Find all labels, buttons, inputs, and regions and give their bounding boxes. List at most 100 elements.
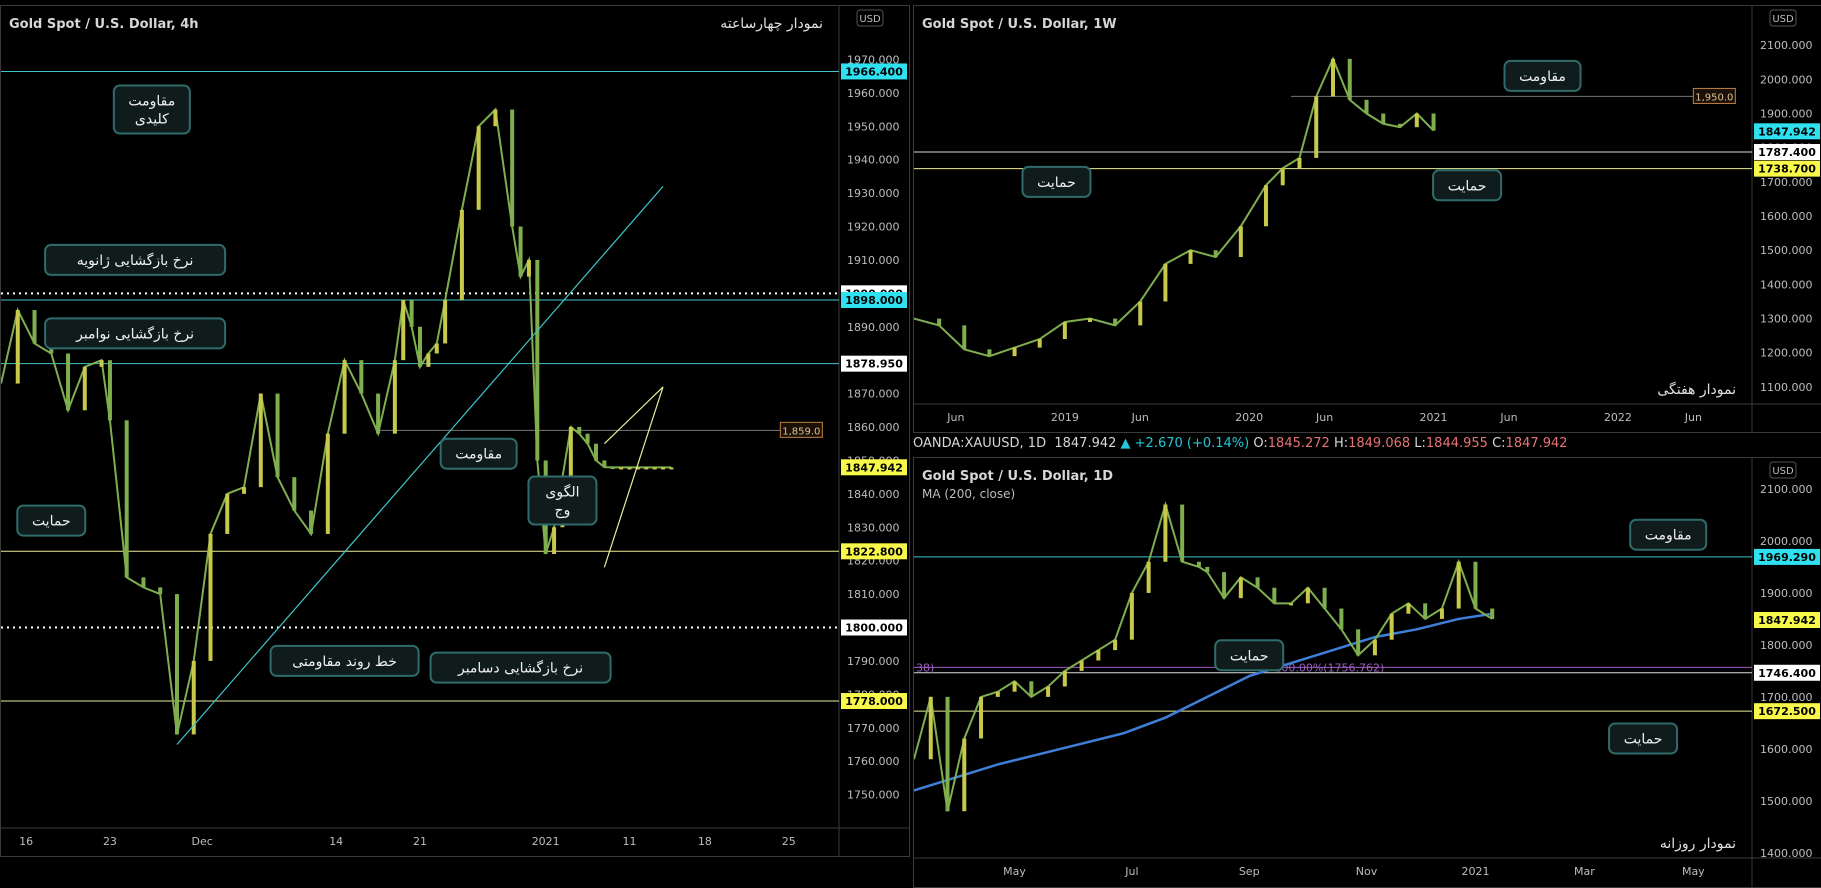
annotation-callout: [112, 84, 191, 135]
price-line: [914, 501, 1493, 812]
candle: [158, 587, 163, 595]
x-tick-label: Jun: [1499, 411, 1517, 424]
x-tick-label: 2019: [1051, 411, 1079, 424]
price-flag-label: 1,950.0: [1695, 92, 1733, 103]
candle: [552, 527, 557, 554]
annotation-text: کلیدی: [135, 112, 169, 128]
annotation-callout: [439, 437, 518, 470]
price-badge: [1754, 703, 1820, 720]
price-line: [1, 107, 672, 735]
candle: [426, 353, 431, 367]
candle: [1146, 561, 1151, 593]
candle: [66, 353, 71, 411]
price-badge-label: 1898.000: [845, 294, 903, 307]
chart-panel-1w[interactable]: 2100.0002000.0001900.0001800.0001700.000…: [913, 5, 1821, 433]
currency-badge: [1769, 9, 1797, 27]
annotation-callout: [1214, 639, 1285, 672]
chart-panel-4h[interactable]: 1970.000 1960.000 1950.000 1940.000 1930.000…: [0, 5, 910, 857]
price-badge-label: 1672.500: [1758, 705, 1816, 718]
x-tick-label: Dec: [191, 835, 212, 848]
currency-label: USD: [1772, 466, 1794, 477]
y-tick-label: 1790.000: [847, 655, 900, 668]
candle: [1439, 608, 1444, 619]
candle: [669, 467, 674, 470]
candle: [1188, 250, 1193, 264]
annotation-text: نرخ بازگشایی ژانویه: [77, 252, 194, 269]
x-tick-label: 16: [19, 835, 33, 848]
x-tick-label: 25: [782, 835, 796, 848]
candle: [518, 226, 523, 277]
y-tick-label: 1940.000: [847, 154, 900, 167]
candle: [962, 738, 967, 812]
y-tick-label: 1500.000: [1760, 244, 1813, 257]
chart-panel-1d[interactable]: 2100.000 2000.000 1900.000 1800.000 1700.000…: [913, 457, 1821, 888]
candle: [1129, 592, 1134, 640]
close-label: C:: [1492, 436, 1506, 451]
candle: [1356, 629, 1361, 656]
currency-badge: [1769, 461, 1797, 479]
x-tick-label: Nov: [1356, 865, 1378, 878]
annotation-callout: [269, 644, 420, 677]
y-tick-label: 1500.000: [1760, 795, 1813, 808]
y-tick-label: 1910.000: [847, 254, 900, 267]
candle: [593, 443, 598, 461]
y-tick-label: 1800.000: [1760, 639, 1813, 652]
price-badge: [1754, 123, 1820, 140]
x-tick-label: 14: [329, 835, 343, 848]
candle: [32, 310, 37, 344]
y-tick-label: 1860.000: [847, 421, 900, 434]
candle: [459, 209, 464, 301]
chart-title: Gold Spot / U.S. Dollar, 1W: [922, 17, 1117, 32]
candle: [1322, 587, 1327, 609]
chart-1d-svg[interactable]: 2100.000 2000.000 1900.000 1800.000 1700.000…: [914, 458, 1821, 887]
x-tick-label: 2021: [1420, 411, 1448, 424]
x-tick-label: 18: [698, 835, 712, 848]
trendline: [176, 186, 664, 745]
candle: [619, 467, 624, 470]
wedge-line: [603, 386, 664, 445]
candle: [258, 393, 263, 488]
annotation-text: نرخ بازگشایی نوامبر: [75, 325, 194, 342]
chart-1w-svg[interactable]: 2100.0002000.0001900.0001800.0001700.000…: [914, 6, 1821, 432]
candle: [585, 433, 590, 444]
currency-label: USD: [1772, 14, 1794, 25]
candle: [610, 467, 615, 470]
annotation-callout: [1503, 59, 1582, 92]
y-tick-label: 1900.000: [1760, 108, 1813, 121]
chart-4h-svg[interactable]: 1970.000 1960.000 1950.000 1940.000 1930.000…: [1, 6, 909, 856]
price-badge-label: 1738.700: [1758, 163, 1816, 176]
y-tick-label: 1930.000: [847, 187, 900, 200]
candle: [987, 349, 992, 357]
annotation-callout: [1608, 722, 1679, 755]
candle: [434, 343, 439, 354]
candle: [1213, 250, 1218, 258]
candle: [937, 318, 942, 326]
candle: [409, 300, 414, 327]
price-badge: [841, 292, 907, 309]
y-tick-label: 1300.000: [1760, 313, 1813, 326]
y-tick-label: 1200.000: [1760, 347, 1813, 360]
price-flag: [1692, 87, 1736, 104]
candle: [535, 259, 540, 461]
chart-subtitle: نمودار روزانه: [1660, 836, 1736, 852]
currency-label: USD: [859, 14, 881, 25]
candle: [568, 427, 573, 478]
candle: [493, 109, 498, 127]
annotation-text: مقاومت: [128, 94, 175, 110]
candle: [1423, 603, 1428, 619]
candle: [1255, 577, 1260, 588]
candle: [1289, 603, 1294, 606]
y-tick-label: 2100.000: [1760, 39, 1813, 52]
candle: [476, 126, 481, 210]
candle: [1272, 587, 1277, 604]
candle: [1414, 113, 1419, 128]
price-badge-label: 1822.800: [845, 545, 903, 558]
close-value: 1847.942: [1505, 436, 1568, 451]
candle: [1087, 318, 1092, 322]
candle: [1012, 347, 1017, 357]
candle: [1029, 681, 1034, 697]
annotation-text: حمایت: [1448, 178, 1487, 194]
last-price: 1847.942: [1054, 436, 1117, 451]
candle: [510, 109, 515, 227]
candle: [1406, 603, 1411, 614]
